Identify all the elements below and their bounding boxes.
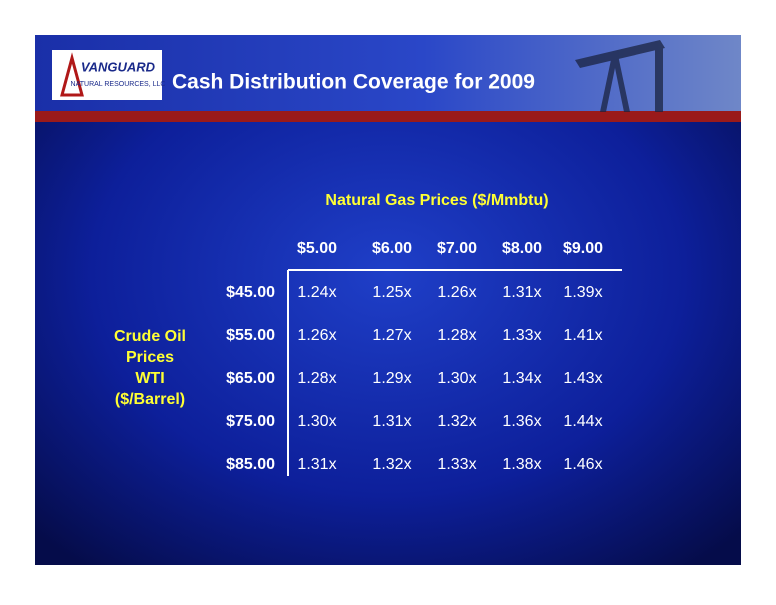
logo-box bbox=[52, 50, 162, 100]
logo-sub: NATURAL RESOURCES, LLC bbox=[71, 81, 166, 88]
logo-icon bbox=[60, 52, 84, 97]
table-cell: 1.41x bbox=[563, 327, 602, 344]
header-stripe bbox=[35, 111, 741, 122]
table-cell: 1.25x bbox=[372, 284, 411, 301]
table-cell: 1.31x bbox=[502, 284, 541, 301]
side-label: Crude Oil bbox=[114, 328, 186, 345]
table-cell: 1.39x bbox=[563, 284, 602, 301]
row-header: $45.00 bbox=[226, 284, 275, 301]
column-header: $8.00 bbox=[502, 240, 542, 257]
table-cell: 1.26x bbox=[297, 327, 336, 344]
table-cell: 1.46x bbox=[563, 456, 602, 473]
table-cell: 1.26x bbox=[437, 284, 476, 301]
table-cell: 1.28x bbox=[297, 370, 336, 387]
table-cell: 1.32x bbox=[437, 413, 476, 430]
table-cell: 1.31x bbox=[297, 456, 336, 473]
table-cell: 1.34x bbox=[502, 370, 541, 387]
row-header: $75.00 bbox=[226, 413, 275, 430]
column-header: $9.00 bbox=[563, 240, 603, 257]
table-cell: 1.32x bbox=[372, 456, 411, 473]
row-header: $55.00 bbox=[226, 327, 275, 344]
table-cell: 1.31x bbox=[372, 413, 411, 430]
table-cell: 1.44x bbox=[563, 413, 602, 430]
oil-rig bbox=[575, 40, 665, 112]
table-cell: 1.33x bbox=[502, 327, 541, 344]
slide-background bbox=[35, 35, 741, 565]
table-cell: 1.36x bbox=[502, 413, 541, 430]
row-header: $65.00 bbox=[226, 370, 275, 387]
row-header: $85.00 bbox=[226, 456, 275, 473]
slide-title: Cash Distribution Coverage for 2009 bbox=[172, 71, 535, 94]
table-cell: 1.30x bbox=[437, 370, 476, 387]
side-label: WTI bbox=[135, 370, 164, 387]
table-cell: 1.29x bbox=[372, 370, 411, 387]
column-header: $6.00 bbox=[372, 240, 412, 257]
table-cell: 1.28x bbox=[437, 327, 476, 344]
logo-name: VANGUARD bbox=[81, 59, 156, 74]
table-cell: 1.43x bbox=[563, 370, 602, 387]
table-cell: 1.38x bbox=[502, 456, 541, 473]
table-cell: 1.33x bbox=[437, 456, 476, 473]
column-header: $7.00 bbox=[437, 240, 477, 257]
table-cell: 1.27x bbox=[372, 327, 411, 344]
table-caption: Natural Gas Prices ($/Mmbtu) bbox=[325, 192, 548, 209]
table-cell: 1.30x bbox=[297, 413, 336, 430]
side-label: Prices bbox=[126, 349, 174, 366]
column-header: $5.00 bbox=[297, 240, 337, 257]
side-label: ($/Barrel) bbox=[115, 391, 185, 408]
table-cell: 1.24x bbox=[297, 284, 336, 301]
